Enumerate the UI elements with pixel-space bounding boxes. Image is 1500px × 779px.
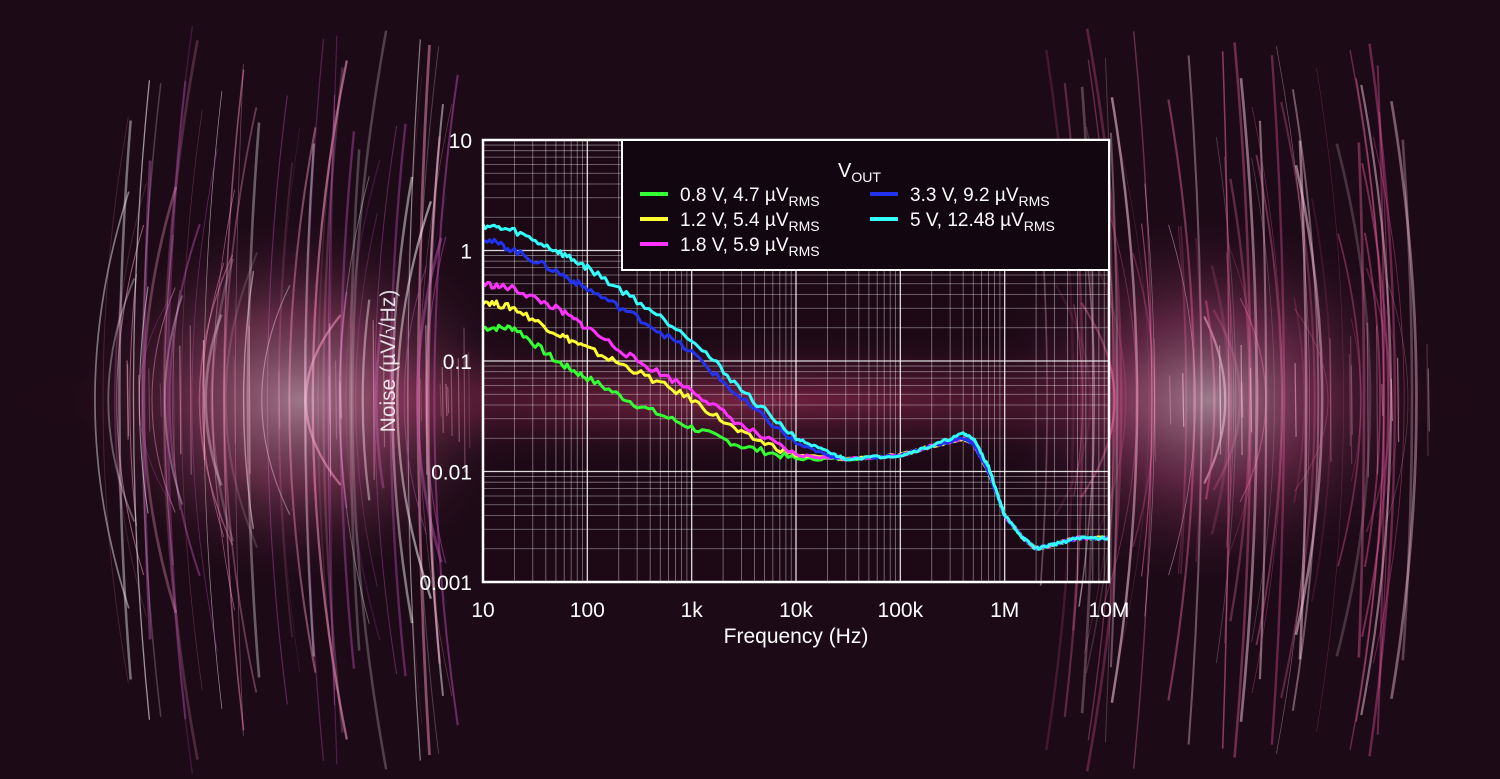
legend-label-main: 3.3 V, 9.2 µV [910,185,1019,206]
legend-item: 3.3 V, 9.2 µVRMS [870,185,1050,209]
legend-item: 0.8 V, 4.7 µVRMS [640,185,820,209]
legend-label: 1.8 V, 5.9 µVRMS [680,235,820,259]
legend-label: 1.2 V, 5.4 µVRMS [680,210,820,234]
legend-label-sub: RMS [789,243,820,259]
x-tick-label: 1M [990,599,1019,622]
x-tick-labels: 10 100 1k 10k 100k 1M 10M [471,599,1129,622]
y-tick-label: 10 [449,130,472,153]
y-tick-label: 0.01 [431,462,472,485]
y-axis-title: Noise (µV/√Hz) [377,290,400,433]
x-tick-label: 100k [878,599,924,622]
legend-label: 5 V, 12.48 µVRMS [910,210,1055,234]
x-tick-label: 10M [1089,599,1130,622]
x-tick-label: 10 [471,599,494,622]
legend-label-sub: RMS [1024,218,1055,234]
x-tick-label: 10k [779,599,813,622]
legend-label-main: 0.8 V, 4.7 µV [680,185,789,206]
legend-label-sub: RMS [789,218,820,234]
legend-label: 0.8 V, 4.7 µVRMS [680,185,820,209]
y-tick-labels: 0.001 0.01 0.1 1 10 [419,130,472,595]
legend-title: VOUT [838,160,881,185]
x-tick-label: 1k [681,599,704,622]
x-axis-title: Frequency (Hz) [724,625,869,648]
y-tick-label: 1 [460,241,472,264]
series-line [481,223,1110,551]
legend-label-main: 1.8 V, 5.9 µV [680,235,789,256]
legend-label-main: 5 V, 12.48 µV [910,210,1024,231]
y-tick-label: 0.1 [443,351,472,374]
legend-item: 1.2 V, 5.4 µVRMS [640,210,820,234]
legend-label-main: 1.2 V, 5.4 µV [680,210,789,231]
legend-label-sub: RMS [1019,193,1050,209]
legend-item: 1.8 V, 5.9 µVRMS [640,235,820,259]
legend-item: 5 V, 12.48 µVRMS [870,210,1055,234]
legend-label: 3.3 V, 9.2 µVRMS [910,185,1050,209]
series-lines [481,223,1110,551]
legend-label-sub: RMS [789,193,820,209]
legend-title-sub: OUT [851,169,881,185]
legend-title-main: V [838,160,852,182]
x-tick-label: 100 [570,599,605,622]
y-tick-label: 0.001 [419,572,472,595]
legend-box [621,139,1110,271]
